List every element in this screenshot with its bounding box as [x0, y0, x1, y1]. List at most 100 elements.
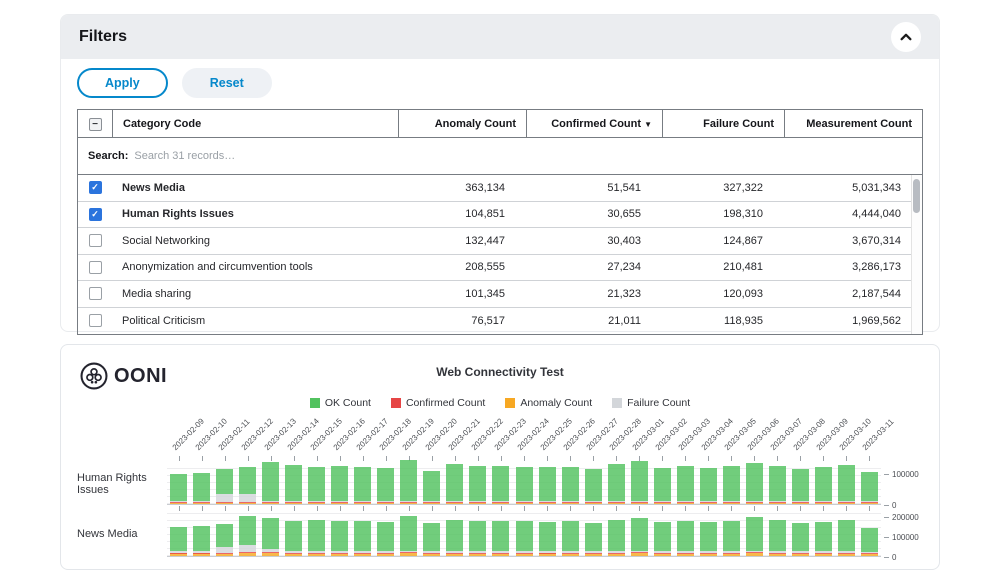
stacked-bar[interactable] [653, 467, 671, 504]
failure-count-cell: 118,935 [724, 314, 763, 327]
stacked-bar[interactable] [377, 521, 395, 556]
stacked-bar[interactable] [515, 521, 533, 556]
row-checkbox[interactable] [88, 260, 102, 274]
stacked-bar[interactable] [630, 517, 648, 556]
legend-item-ok[interactable]: OK Count [309, 397, 371, 409]
stacked-bar[interactable] [285, 464, 303, 504]
stacked-bar[interactable] [193, 526, 211, 556]
stacked-bar[interactable] [423, 523, 441, 556]
legend-item-failure[interactable]: Failure Count [612, 397, 690, 409]
column-header-category[interactable]: Category Code [112, 110, 398, 138]
ok-segment [193, 472, 211, 502]
row-checkbox[interactable] [88, 287, 102, 301]
stacked-bar[interactable] [216, 469, 234, 504]
stacked-bar[interactable] [377, 467, 395, 504]
table-scrollbar-track[interactable] [911, 175, 922, 334]
ok-segment [653, 467, 671, 502]
table-row[interactable]: Media sharing 101,345 21,323 120,093 2,1… [78, 281, 911, 308]
stacked-bar[interactable] [400, 459, 418, 504]
stacked-bar[interactable] [791, 523, 809, 556]
row-checkbox[interactable] [88, 207, 102, 221]
stacked-bar[interactable] [469, 466, 487, 504]
stacked-bar[interactable] [354, 467, 372, 504]
stacked-bar[interactable] [331, 466, 349, 504]
stacked-bar[interactable] [308, 520, 326, 556]
table-row[interactable]: News Media 363,134 51,541 327,322 5,031,… [78, 175, 911, 202]
table-row[interactable]: Political Criticism 76,517 21,011 118,93… [78, 308, 911, 335]
legend-item-anomaly[interactable]: Anomaly Count [505, 397, 592, 409]
stacked-bar[interactable] [791, 468, 809, 504]
stacked-bar[interactable] [653, 521, 671, 556]
stacked-bar[interactable] [538, 521, 556, 556]
stacked-bar[interactable] [354, 521, 372, 556]
select-all-checkbox[interactable] [88, 117, 102, 131]
row-checkbox[interactable] [88, 234, 102, 248]
stacked-bar[interactable] [814, 521, 832, 556]
stacked-bar[interactable] [262, 462, 280, 504]
stacked-bar[interactable] [837, 465, 855, 504]
ok-segment [538, 467, 556, 502]
table-row[interactable]: Social Networking 132,447 30,403 124,867… [78, 228, 911, 255]
stacked-bar[interactable] [285, 521, 303, 556]
stacked-bar[interactable] [607, 519, 625, 556]
stacked-bar[interactable] [676, 520, 694, 556]
stacked-bar[interactable] [492, 520, 510, 556]
legend-item-confirmed[interactable]: Confirmed Count [390, 397, 485, 409]
stacked-bar[interactable] [469, 521, 487, 556]
table-scrollbar-thumb[interactable] [913, 179, 920, 213]
stacked-bar[interactable] [423, 470, 441, 504]
stacked-bar[interactable] [446, 520, 464, 556]
ok-segment [285, 521, 303, 551]
stacked-bar[interactable] [193, 472, 211, 504]
table-row[interactable]: Anonymization and circumvention tools 20… [78, 255, 911, 281]
column-header-failure[interactable]: Failure Count [662, 110, 784, 138]
column-header-measurement[interactable]: Measurement Count [784, 110, 922, 138]
table-header-row: Category Code Anomaly Count Confirmed Co… [78, 110, 922, 138]
reset-button[interactable]: Reset [181, 68, 272, 98]
column-header-anomaly[interactable]: Anomaly Count [398, 110, 526, 138]
stacked-bar[interactable] [216, 524, 234, 556]
collapse-button[interactable] [891, 22, 921, 52]
stacked-bar[interactable] [561, 466, 579, 504]
stacked-bar[interactable] [239, 516, 257, 556]
stacked-bar[interactable] [538, 467, 556, 504]
stacked-bar[interactable] [308, 466, 326, 504]
stacked-bar[interactable] [699, 467, 717, 504]
stacked-bar[interactable] [446, 464, 464, 504]
stacked-bar[interactable] [561, 521, 579, 556]
stacked-bar[interactable] [239, 466, 257, 504]
stacked-bar[interactable] [699, 522, 717, 556]
stacked-bar[interactable] [676, 466, 694, 504]
stacked-bar[interactable] [170, 527, 188, 556]
stacked-bar[interactable] [630, 461, 648, 504]
stacked-bar[interactable] [722, 465, 740, 504]
stacked-bar[interactable] [814, 466, 832, 504]
stacked-bar[interactable] [584, 523, 602, 556]
x-axis-tick [339, 456, 341, 461]
stacked-bar[interactable] [860, 471, 878, 504]
stacked-bar[interactable] [745, 462, 763, 504]
apply-button[interactable]: Apply [77, 68, 168, 98]
stacked-bar[interactable] [837, 520, 855, 556]
stacked-bar[interactable] [331, 520, 349, 556]
x-axis-tick [823, 506, 825, 511]
stacked-bar[interactable] [745, 517, 763, 556]
stacked-bar[interactable] [584, 469, 602, 504]
search-label: Search: [88, 150, 129, 162]
column-header-confirmed[interactable]: Confirmed Count ▼ [526, 110, 662, 138]
stacked-bar[interactable] [515, 466, 533, 504]
search-input[interactable] [134, 150, 435, 162]
stacked-bar[interactable] [860, 528, 878, 556]
row-checkbox[interactable] [88, 181, 102, 195]
stacked-bar[interactable] [768, 520, 786, 556]
stacked-bar[interactable] [170, 474, 188, 504]
stacked-bar[interactable] [400, 516, 418, 556]
stacked-bar[interactable] [262, 518, 280, 556]
stacked-bar[interactable] [768, 466, 786, 504]
row-checkbox[interactable] [88, 314, 102, 328]
stacked-bar[interactable] [722, 520, 740, 556]
stacked-bar[interactable] [607, 463, 625, 504]
table-row[interactable]: Human Rights Issues 104,851 30,655 198,3… [78, 202, 911, 228]
stacked-bar[interactable] [492, 466, 510, 504]
anomaly-count-cell: 104,851 [465, 208, 505, 221]
